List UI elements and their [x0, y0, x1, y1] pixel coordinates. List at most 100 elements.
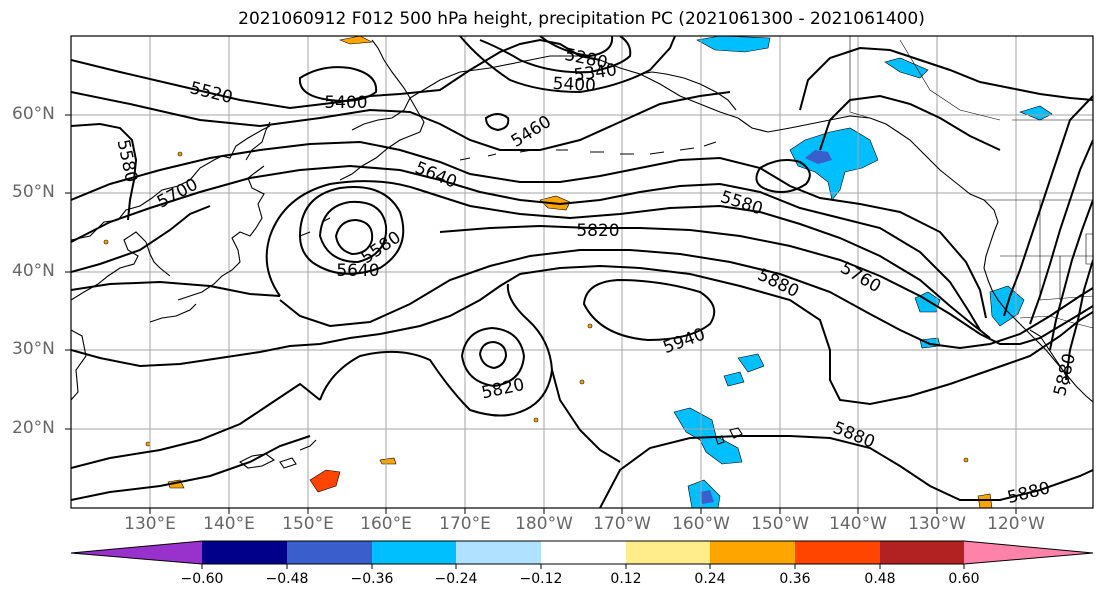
precip-blob-alaska-north — [696, 36, 771, 53]
precip-blob-pos-4 — [379, 457, 397, 465]
contour-5460 — [71, 91, 731, 151]
lon-label: 170°E — [439, 514, 491, 534]
precip-blob-bc-2 — [1019, 105, 1053, 121]
coast-sakhalin — [245, 121, 271, 161]
lon-label: 150°E — [282, 514, 334, 534]
colorbar-segment — [71, 541, 202, 564]
coast-korea-china — [71, 231, 171, 301]
contour-label: 5820 — [576, 221, 619, 241]
lon-label: 180°W — [515, 514, 573, 534]
contour-label: 5400 — [552, 74, 596, 96]
coast-kamchatka-east — [339, 97, 425, 181]
coast-japan-south — [149, 303, 197, 323]
coast-alaska-peninsula — [737, 115, 921, 151]
lon-label: 140°E — [203, 514, 255, 534]
lat-label: 40°N — [12, 261, 55, 281]
colorbar-segment — [964, 541, 1093, 564]
coast-sea-of-okhotsk-islands — [299, 217, 331, 237]
contour-5760 — [71, 224, 1093, 345]
precip-blob-pos-5 — [338, 36, 374, 45]
precip-blob-mid-2 — [723, 371, 745, 387]
border-canada-us — [984, 119, 1093, 201]
lon-label: 120°W — [987, 514, 1045, 534]
contour-label: 5460 — [508, 112, 555, 152]
contour-label: 5520 — [188, 78, 235, 108]
contour-5880-south — [319, 283, 554, 417]
colorbar-segment — [287, 541, 372, 564]
coast-japan — [177, 165, 265, 301]
colorbar-tick-label: −0.60 — [180, 571, 224, 587]
contour-north-east-2 — [819, 94, 1001, 151]
map-title: 2021060912 F012 500 hPa height, precipit… — [238, 9, 925, 29]
lon-label: 140°W — [829, 514, 887, 534]
precip-blob-mid-1 — [737, 353, 765, 373]
contour-5940-loop — [582, 278, 716, 342]
coast-alaska-west — [639, 71, 737, 111]
colorbar-tick-label: −0.48 — [265, 571, 309, 587]
contour-5580-west — [71, 122, 138, 221]
axis-ticks — [65, 114, 1017, 514]
colorbar-segment — [710, 541, 795, 564]
border-us-states — [1000, 200, 1093, 301]
contour-east-edge-4 — [1065, 259, 1093, 381]
contour-label: 5580 — [113, 138, 142, 184]
height-contours — [71, 36, 1093, 508]
coast-baja — [1029, 329, 1071, 385]
contour-5880-inner-loop — [478, 340, 508, 370]
contour-5460-loop — [484, 113, 510, 132]
coast-aleutians — [459, 141, 717, 161]
contour-5580-loop-inner — [318, 200, 388, 264]
precip-dot-2 — [177, 151, 183, 157]
contour-5640-loop — [298, 186, 405, 275]
colorbar-tick-label: 0.36 — [779, 571, 811, 587]
lon-label: 160°E — [360, 514, 412, 534]
contour-label: 5400 — [324, 93, 367, 113]
colorbar-tick-label: 0.60 — [948, 571, 980, 587]
contour-5820 — [279, 249, 1093, 350]
colorbar-segment — [202, 541, 287, 564]
contour-label: 5760 — [837, 258, 884, 297]
border-us-mexico — [1019, 315, 1093, 329]
lat-label: 30°N — [12, 339, 55, 359]
lon-label: 160°W — [672, 514, 730, 534]
contour-5820-south — [71, 369, 621, 469]
colorbar-segment — [541, 541, 626, 564]
colorbar-segment — [795, 541, 880, 564]
colorbar-segment — [372, 541, 456, 564]
precip-blob-gulf-alaska — [789, 127, 879, 201]
contour-5880 — [71, 264, 1093, 406]
contour-5640 — [71, 164, 981, 331]
coast-bc — [919, 149, 1093, 403]
precip-blob-pos-2 — [309, 469, 341, 493]
contour-5580-loop-gulf — [755, 159, 811, 193]
precip-dot-7 — [587, 323, 593, 329]
colorbar-tick-label: −0.24 — [434, 571, 478, 587]
colorbar-segment — [626, 541, 710, 564]
contour-label: 5880 — [830, 418, 878, 453]
colorbar-tick-label: 0.24 — [694, 571, 726, 587]
contour-labels: 5280 5340 5400 5400 5460 5520 5580 5580 … — [113, 45, 1080, 508]
precip-dot-3 — [579, 379, 585, 385]
border-canada-inner — [899, 39, 1001, 121]
contour-east-edge-3 — [1049, 199, 1093, 351]
coast-kamchatka — [351, 39, 411, 131]
contour-5400-loop — [298, 66, 378, 102]
contour-label: 5820 — [480, 375, 526, 404]
contour-5400-east — [459, 36, 676, 94]
precip-dot-6 — [145, 441, 151, 447]
contour-north-east — [799, 46, 1093, 111]
lon-label: 130°E — [124, 514, 176, 534]
precip-dot-1 — [103, 239, 109, 245]
lat-label: 50°N — [12, 182, 55, 202]
contour-label: 5880 — [1005, 478, 1052, 508]
graticule — [71, 36, 1093, 508]
contour-5340 — [479, 36, 632, 74]
lon-label: 150°W — [751, 514, 809, 534]
colorbar-tick-label: 0.48 — [864, 571, 896, 587]
contour-5880-far-south — [71, 435, 1093, 508]
lat-label: 60°N — [12, 104, 55, 124]
lon-label: 170°W — [593, 514, 651, 534]
contour-east-edge-1 — [1003, 95, 1093, 317]
precip-dot-5 — [963, 457, 969, 463]
